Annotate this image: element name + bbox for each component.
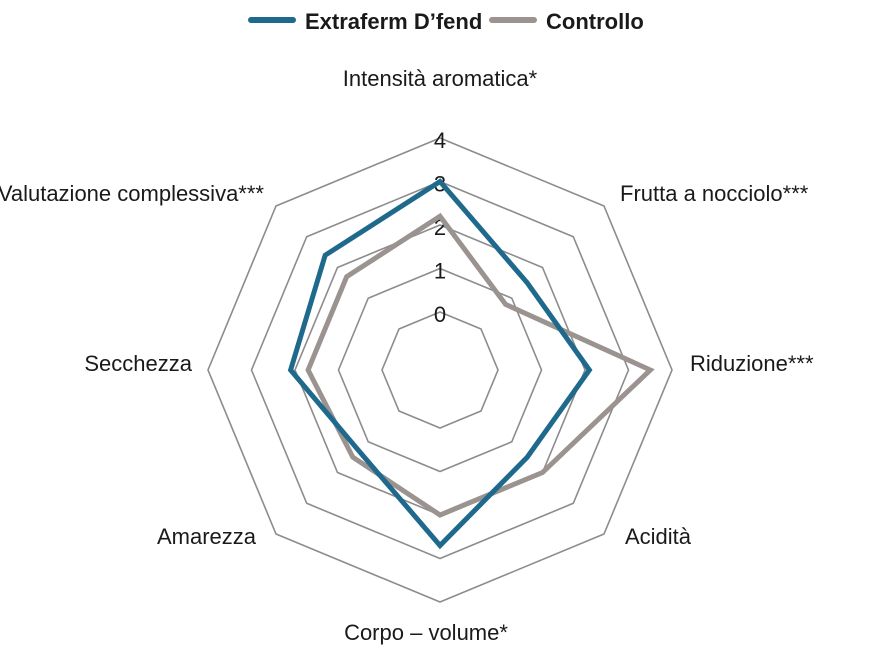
series-line-controllo <box>305 212 655 518</box>
legend-item-controllo: Controllo <box>489 9 644 34</box>
legend-label-controllo: Controllo <box>546 9 644 34</box>
radar-series <box>287 178 655 550</box>
axis-label-secchezza: Secchezza <box>84 351 192 376</box>
axis-label-corpo-volume: Corpo – volume* <box>344 620 508 645</box>
legend: Extraferm D’fend Controllo <box>248 9 644 34</box>
axis-label-riduzione: Riduzione*** <box>690 351 814 376</box>
radial-ticks: 0 1 2 3 4 <box>434 128 446 327</box>
grid-ring-1 <box>337 267 543 473</box>
legend-item-extraferm: Extraferm D’fend <box>248 9 482 34</box>
axis-label-valutazione-complessiva: Valutazione complessiva*** <box>0 181 264 206</box>
axis-label-amarezza: Amarezza <box>157 524 257 549</box>
grid-ring-0 <box>381 311 499 429</box>
series-line-extraferm <box>287 178 593 550</box>
grid-ring-3 <box>250 180 630 560</box>
axis-label-frutta-a-nocciolo: Frutta a nocciolo*** <box>620 181 809 206</box>
tick-label-0: 0 <box>434 302 446 327</box>
axis-label-intensita-aromatica: Intensità aromatica* <box>343 66 538 91</box>
axis-label-acidita: Acidità <box>625 524 692 549</box>
radar-grid <box>207 137 673 603</box>
tick-label-4: 4 <box>434 128 446 153</box>
legend-label-extraferm: Extraferm D’fend <box>305 9 482 34</box>
tick-label-1: 1 <box>434 259 446 284</box>
axis-labels: Intensità aromatica* Frutta a nocciolo**… <box>0 66 814 645</box>
grid-ring-4 <box>207 137 673 603</box>
